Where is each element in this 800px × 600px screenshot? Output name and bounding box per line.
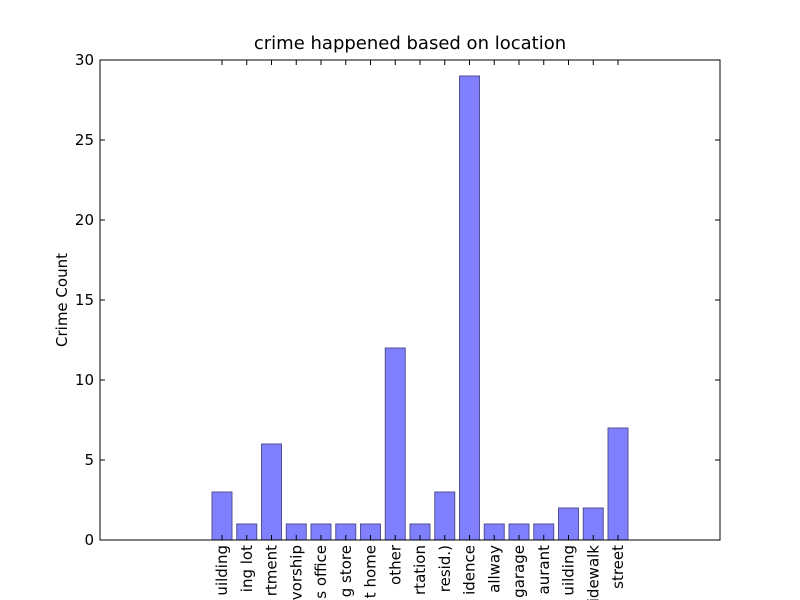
- x-tick-label: idence: [461, 545, 479, 595]
- chart-title: crime happened based on location: [254, 33, 566, 54]
- x-tick-label: g store: [337, 545, 355, 597]
- bar: [384, 347, 406, 541]
- x-tick-label: t home: [362, 545, 380, 598]
- x-tick-label: street: [609, 545, 627, 589]
- y-tick-label: 5: [84, 451, 94, 469]
- x-tick-label: uilding: [213, 545, 231, 596]
- y-tick-label: 30: [75, 51, 94, 69]
- bar: [607, 427, 629, 541]
- bar: [261, 443, 282, 541]
- x-tick-label: idewalk: [584, 545, 602, 600]
- x-tick-label: allway: [485, 545, 503, 593]
- x-tick-label: other: [386, 544, 404, 585]
- x-tick-label: rtation: [411, 545, 429, 595]
- x-tick-label: aurant: [535, 545, 553, 595]
- y-axis-label: Crime Count: [53, 253, 71, 347]
- x-tick-label: rtment: [263, 545, 281, 596]
- x-tick-label: uilding: [560, 545, 578, 596]
- y-tick-label: 25: [75, 131, 94, 149]
- y-tick-label: 20: [75, 211, 94, 229]
- x-tick-label: vorship: [287, 545, 305, 600]
- x-tick-label: s office: [312, 545, 330, 599]
- x-tick-label: ing lot: [238, 545, 256, 592]
- y-tick-label: 15: [75, 291, 94, 309]
- y-tick-label: 0: [84, 531, 94, 549]
- y-tick-label: 10: [75, 371, 94, 389]
- x-tick-label: garage: [510, 545, 528, 598]
- y-axis: 0 5 10 15 20 25 30: [75, 51, 720, 549]
- bar: [459, 75, 480, 541]
- bar-series: [211, 75, 629, 541]
- bar: [434, 491, 456, 541]
- x-tick-label: resid.): [436, 545, 454, 592]
- bar: [211, 491, 233, 541]
- x-axis: uilding ing lot rtment vorship s office g sto…: [213, 60, 627, 600]
